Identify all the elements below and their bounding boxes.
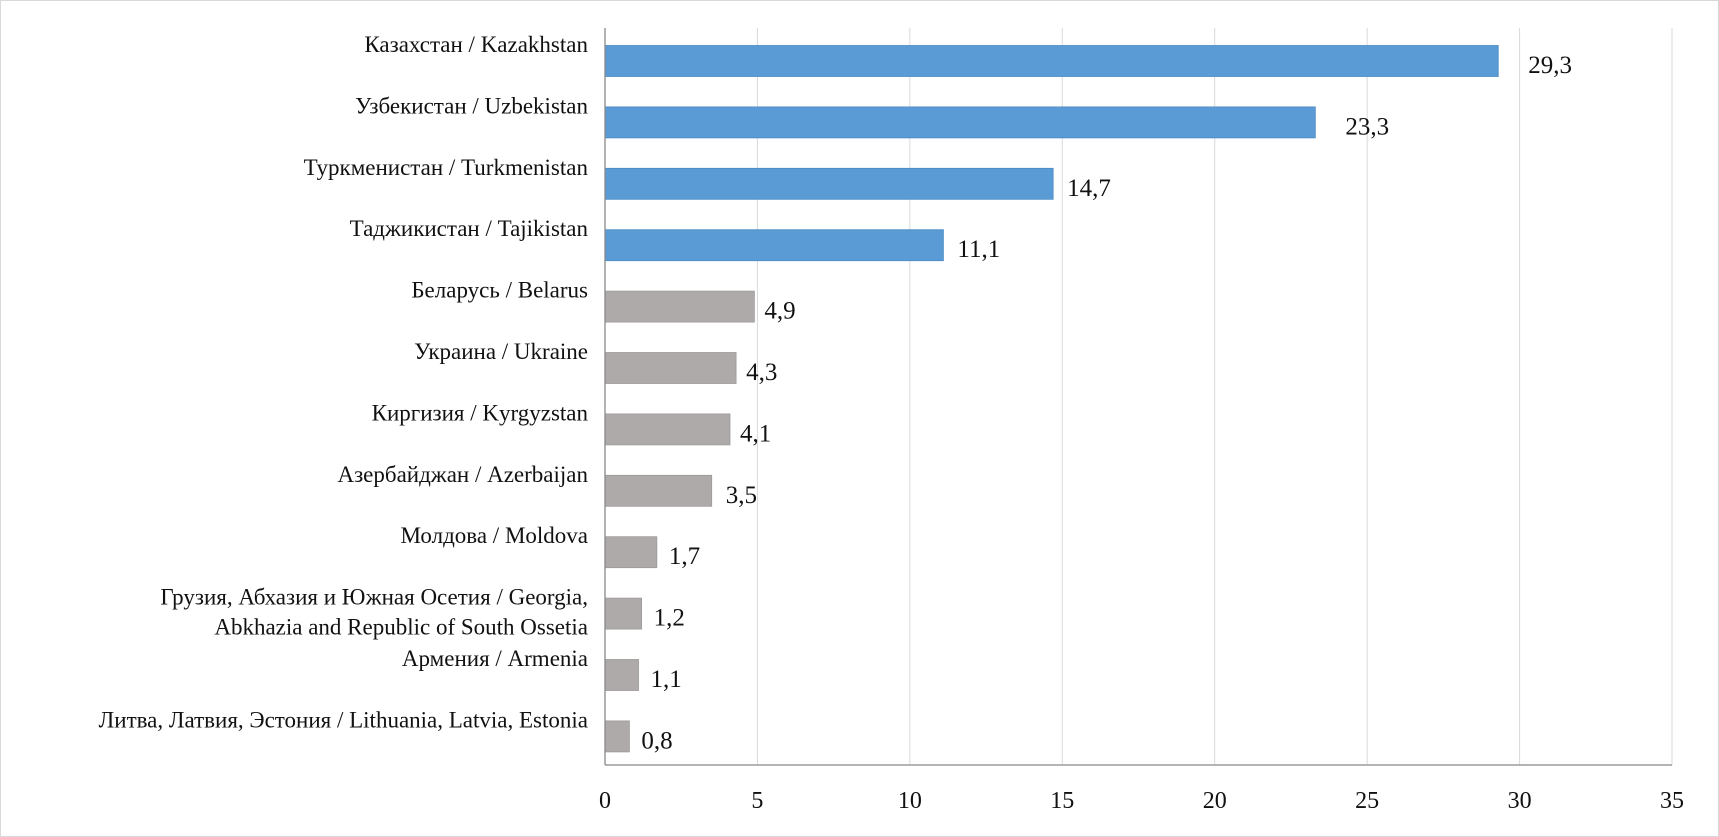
data-label: 14,7 <box>1067 175 1111 202</box>
data-label: 11,1 <box>957 236 1000 263</box>
category-label: Abkhazia and Republic of South Ossetia <box>214 615 588 640</box>
x-tick-label: 20 <box>1203 788 1227 814</box>
bar <box>604 536 658 569</box>
x-tick-label: 35 <box>1660 788 1684 814</box>
x-tick-label: 10 <box>898 788 922 814</box>
data-label: 4,3 <box>746 359 777 386</box>
category-label: Молдова / Moldova <box>401 523 588 548</box>
x-tick-label: 0 <box>599 788 611 814</box>
bar <box>604 290 755 323</box>
x-tick-label: 25 <box>1355 788 1379 814</box>
bar <box>604 229 944 262</box>
bars <box>604 45 1499 753</box>
data-label: 0,8 <box>641 727 672 754</box>
category-label: Грузия, Абхазия и Южная Осетия / Georgia… <box>160 585 588 610</box>
x-tick-label: 5 <box>751 788 763 814</box>
x-tick-labels: 0 5 10 15 20 25 30 35 <box>599 788 1684 814</box>
category-label: Беларусь / Belarus <box>411 278 588 303</box>
category-label: Киргизия / Kyrgyzstan <box>372 400 589 425</box>
category-label: Украина / Ukraine <box>414 339 588 364</box>
bar <box>604 106 1316 139</box>
category-label: Литва, Латвия, Эстония / Lithuania, Latv… <box>99 707 588 732</box>
bar <box>604 45 1499 77</box>
bar <box>604 597 642 630</box>
data-label: 29,3 <box>1528 52 1572 79</box>
data-label: 4,1 <box>740 420 771 447</box>
bar <box>604 167 1054 200</box>
data-label: 3,5 <box>726 482 757 509</box>
x-tick-label: 15 <box>1050 788 1074 814</box>
x-tick-label: 30 <box>1508 788 1532 814</box>
category-label: Казахстан / Kazakhstan <box>364 32 588 57</box>
category-label: Таджикистан / Tajikistan <box>350 216 589 241</box>
data-label: 1,2 <box>654 605 685 632</box>
data-label: 1,7 <box>669 543 700 570</box>
bar <box>604 413 731 446</box>
data-label: 1,1 <box>651 666 682 693</box>
data-label: 23,3 <box>1345 113 1389 140</box>
data-label: 4,9 <box>764 298 795 325</box>
category-label: Азербайджан / Azerbaijan <box>337 462 588 487</box>
category-label: Туркменистан / Turkmenistan <box>304 155 589 180</box>
axes <box>604 28 1672 766</box>
gridlines <box>756 28 1673 765</box>
data-labels: 29,3 23,3 14,7 11,1 4,9 4,3 4,1 3,5 1,7 1,2 1,1 0,8 <box>641 52 1572 754</box>
category-labels: Казахстан / Kazakhstan Узбекистан / Uzbek… <box>99 32 589 732</box>
category-label: Узбекистан / Uzbekistan <box>355 93 588 118</box>
bar <box>604 474 713 507</box>
bar <box>604 659 639 691</box>
bar <box>604 720 630 753</box>
bar <box>604 352 737 384</box>
category-label: Армения / Armenia <box>402 646 588 671</box>
